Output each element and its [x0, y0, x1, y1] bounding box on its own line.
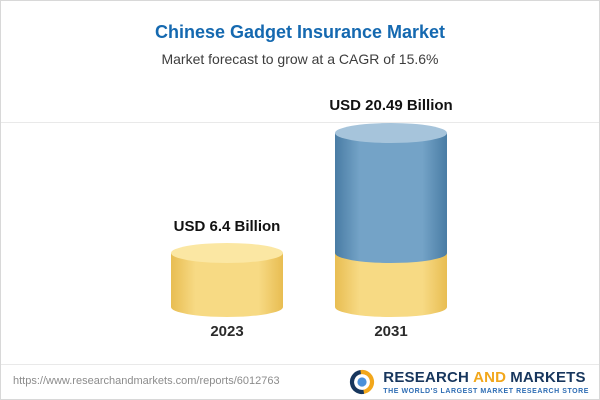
logo-globe-icon [347, 367, 377, 397]
logo-wordmark: RESEARCH AND MARKETS [383, 368, 586, 386]
axis-label-2023: 2023 [210, 323, 244, 340]
value-label-2023: USD 6.4 Billion [173, 218, 281, 235]
logo-tagline: THE WORLD'S LARGEST MARKET RESEARCH STOR… [383, 387, 589, 395]
value-label-2031: USD 20.49 Billion [329, 97, 453, 114]
logo: RESEARCH AND MARKETS THE WORLD'S LARGEST M… [347, 367, 589, 397]
header-divider [1, 122, 599, 123]
report-url[interactable]: https://www.researchandmarkets.com/repor… [13, 375, 280, 387]
cylinder-top-ellipse-2023 [171, 242, 283, 263]
cylinder-bottom-ellipse-2031-gold [335, 297, 447, 317]
chart-title: Chinese Gadget Insurance Market [154, 22, 446, 42]
cylinder-top-ellipse-2031 [335, 122, 447, 143]
cylinder-body-2031-blue [335, 132, 447, 253]
cylinder-bottom-ellipse-2023-gold [171, 297, 283, 317]
logo-text: RESEARCH AND MARKETS THE WORLD'S LARGEST M… [383, 370, 589, 395]
chart-subtitle: Market forecast to grow at a CAGR of 15.… [161, 51, 439, 67]
axis-label-2031: 2031 [374, 323, 408, 340]
cylinder-bottom-ellipse-2031-blue [335, 242, 447, 263]
footer-divider [1, 364, 599, 365]
